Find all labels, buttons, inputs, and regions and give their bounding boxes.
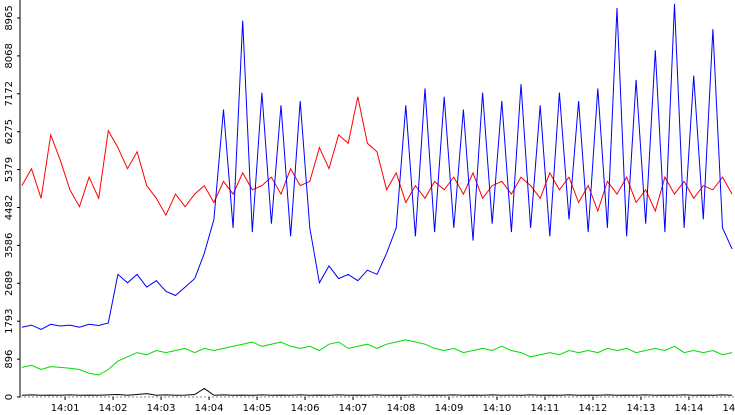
x-tick-label: 14:12 — [579, 403, 608, 414]
y-tick-label: 7172 — [4, 81, 15, 106]
y-tick-label: 3586 — [4, 233, 15, 258]
y-tick-label: 0 — [4, 394, 15, 400]
x-tick-label: 14:06 — [291, 403, 320, 414]
x-tick-label: 14:03 — [147, 403, 176, 414]
x-tick-label: 14:02 — [99, 403, 128, 414]
x-tick-label: 14:05 — [243, 403, 272, 414]
series-line — [21, 339, 733, 376]
x-tick-label: 14:11 — [531, 403, 560, 414]
x-tick-label: 14:01 — [51, 403, 80, 414]
x-tick-label: 14:14 — [675, 403, 704, 414]
x-tick-label: 14:08 — [387, 403, 416, 414]
series-line — [21, 387, 733, 396]
x-tick-label: 14:04 — [195, 403, 224, 414]
x-tick-label: 14:09 — [435, 403, 464, 414]
series-line — [21, 96, 733, 217]
y-tick-label: 896 — [4, 350, 15, 369]
y-tick-label: 8068 — [4, 43, 15, 68]
y-tick-label: 4482 — [4, 195, 15, 220]
series-line — [21, 3, 733, 330]
x-tick-label: 14:07 — [339, 403, 368, 414]
y-tick-label: 5379 — [4, 157, 15, 182]
x-tick-label: 14:13 — [627, 403, 656, 414]
y-tick-label: 6275 — [4, 119, 15, 144]
y-tick-label: 8965 — [4, 5, 15, 30]
x-tick-label: 14:15 — [723, 403, 735, 414]
y-tick-label: 1793 — [4, 308, 15, 333]
y-tick-label: 2689 — [4, 271, 15, 296]
x-tick-label: 14:10 — [483, 403, 512, 414]
